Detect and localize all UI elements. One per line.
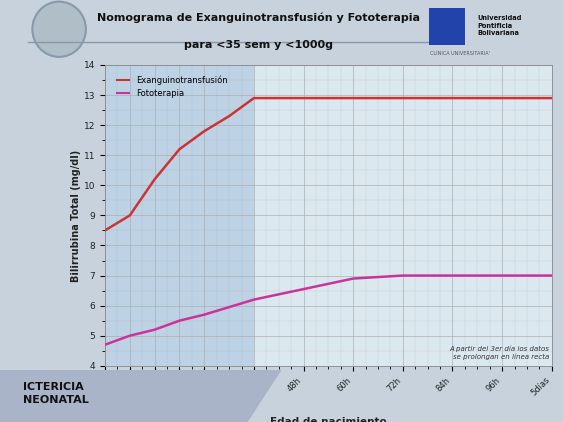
Bar	[0, 370, 214, 422]
Text: para <35 sem y <1000g: para <35 sem y <1000g	[185, 41, 333, 51]
Text: ICTERICIA
NEONATAL: ICTERICIA NEONATAL	[23, 382, 88, 405]
Text: Universidad
Pontificia
Bolivariana: Universidad Pontificia Bolivariana	[477, 16, 521, 36]
Y-axis label: Bilirrubina Total (mg/dl): Bilirrubina Total (mg/dl)	[71, 149, 81, 281]
Text: CLÍNICA UNIVERSITARIA': CLÍNICA UNIVERSITARIA'	[431, 51, 490, 56]
Bar	[429, 8, 466, 45]
Ellipse shape	[32, 2, 86, 57]
Polygon shape	[214, 370, 282, 422]
Text: Nomograma de Exanguinotransfusión y Fototerapia: Nomograma de Exanguinotransfusión y Foto…	[97, 13, 421, 24]
Legend: Exanguinotransfusión, Fototerapia: Exanguinotransfusión, Fototerapia	[114, 72, 231, 102]
X-axis label: Edad de nacimiento: Edad de nacimiento	[270, 417, 387, 422]
Text: A partir del 3er día los datos
se prolongan en línea recta: A partir del 3er día los datos se prolon…	[450, 346, 549, 360]
Bar	[105, 65, 254, 366]
